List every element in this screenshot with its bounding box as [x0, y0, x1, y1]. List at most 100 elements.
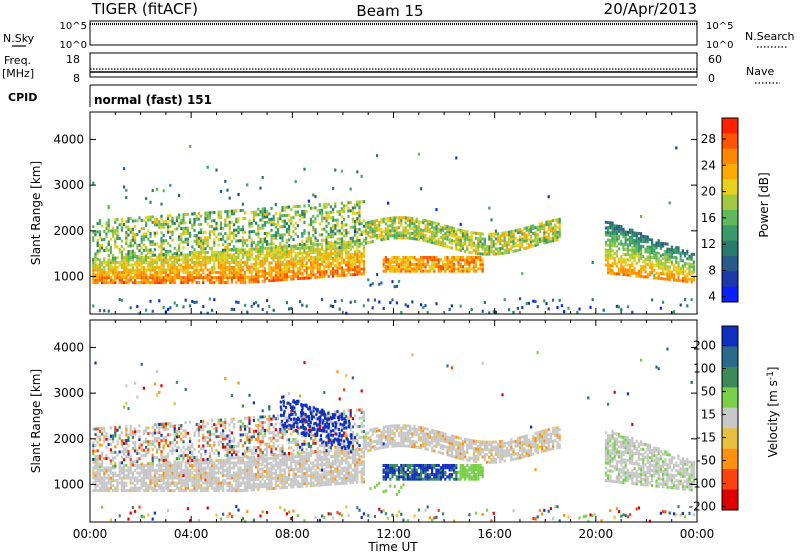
heatmap-cell	[301, 256, 304, 260]
heatmap-cell	[226, 515, 229, 519]
heatmap-cell	[149, 218, 152, 222]
heatmap-cell	[290, 235, 293, 239]
heatmap-cell	[261, 237, 264, 241]
heatmap-cell	[125, 231, 128, 235]
heatmap-cell	[224, 218, 227, 222]
heatmap-cell	[116, 489, 119, 493]
heatmap-cell	[171, 271, 174, 275]
heatmap-cell	[334, 246, 337, 250]
heatmap-cell	[101, 481, 104, 485]
heatmap-cell	[274, 278, 277, 282]
heatmap-cell	[464, 239, 467, 243]
heatmap-cell	[180, 489, 183, 493]
heatmap-cell	[109, 486, 112, 490]
heatmap-cell	[468, 269, 471, 273]
heatmap-cell	[688, 255, 691, 259]
heatmap-cell	[189, 276, 192, 280]
heatmap-cell	[549, 227, 552, 231]
heatmap-cell	[156, 255, 159, 259]
heatmap-cell	[222, 263, 225, 267]
heatmap-cell	[266, 215, 269, 219]
heatmap-cell	[219, 278, 222, 282]
heatmap-cell	[151, 258, 154, 262]
heatmap-cell	[180, 468, 183, 472]
heatmap-cell	[301, 259, 304, 263]
heatmap-cell	[131, 441, 134, 445]
heatmap-cell	[371, 227, 374, 231]
heatmap-cell	[299, 261, 302, 265]
heatmap-cell	[677, 271, 680, 275]
heatmap-cell	[285, 245, 288, 249]
heatmap-cell	[202, 271, 205, 275]
heatmap-cell	[398, 236, 401, 240]
heatmap-cell	[160, 266, 163, 270]
heatmap-cell	[206, 506, 209, 510]
heatmap-cell	[114, 245, 117, 249]
heatmap-cell	[120, 228, 123, 232]
heatmap-cell	[239, 466, 242, 470]
heatmap-cell	[673, 263, 676, 267]
heatmap-cell	[356, 272, 359, 276]
heatmap-cell	[263, 266, 266, 270]
heatmap-cell	[684, 262, 687, 266]
heatmap-cell	[549, 229, 552, 233]
heatmap-cell	[268, 251, 271, 255]
heatmap-cell	[444, 224, 447, 228]
heatmap-cell	[336, 218, 339, 222]
heatmap-cell	[112, 231, 115, 235]
heatmap-cell	[175, 249, 178, 253]
heatmap-cell	[472, 269, 475, 273]
heatmap-cell	[158, 422, 161, 426]
heatmap-cell	[266, 259, 269, 263]
heatmap-cell	[175, 449, 178, 453]
heatmap-cell	[677, 268, 680, 272]
heatmap-cell	[235, 471, 238, 475]
heatmap-cell	[246, 446, 249, 450]
heatmap-cell	[642, 260, 645, 264]
heatmap-cell	[244, 263, 247, 267]
heatmap-cell	[437, 267, 440, 271]
heatmap-cell	[686, 277, 689, 281]
heatmap-cell	[98, 468, 101, 472]
heatmap-cell	[389, 219, 392, 223]
heatmap-cell	[204, 481, 207, 485]
heatmap-cell	[272, 236, 275, 240]
heatmap-cell	[257, 232, 260, 236]
heatmap-cell	[98, 271, 101, 275]
heatmap-cell	[516, 248, 519, 252]
heatmap-cell	[288, 262, 291, 266]
heatmap-cell	[327, 232, 330, 236]
heatmap-cell	[349, 225, 352, 229]
heatmap-cell	[244, 461, 247, 465]
heatmap-cell	[389, 234, 392, 238]
heatmap-cell	[186, 258, 189, 262]
heatmap-cell	[233, 268, 236, 272]
heatmap-cell	[283, 219, 286, 223]
heatmap-cell	[153, 456, 156, 460]
heatmap-cell	[303, 215, 306, 219]
heatmap-cell	[257, 213, 260, 217]
heatmap-cell	[314, 255, 317, 259]
heatmap-cell	[277, 245, 280, 249]
heatmap-cell	[92, 449, 95, 453]
heatmap-cell	[151, 489, 154, 493]
heatmap-cell	[325, 219, 328, 223]
heatmap-cell	[248, 463, 251, 467]
heatmap-cell	[131, 506, 134, 510]
heatmap-cell	[690, 262, 693, 266]
heatmap-cell	[356, 242, 359, 246]
heatmap-cell	[184, 481, 187, 485]
heatmap-cell	[114, 266, 117, 270]
heatmap-cell	[457, 238, 460, 242]
heatmap-cell	[178, 213, 181, 217]
heatmap-cell	[217, 263, 220, 267]
heatmap-cell	[310, 276, 313, 280]
heatmap-cell	[288, 260, 291, 264]
heatmap-cell	[197, 422, 200, 426]
heatmap-cell	[450, 265, 453, 269]
heatmap-cell	[604, 248, 607, 252]
heatmap-cell	[527, 238, 530, 242]
heatmap-cell	[629, 248, 632, 252]
heatmap-cell	[239, 433, 242, 437]
heatmap-cell	[521, 237, 524, 241]
